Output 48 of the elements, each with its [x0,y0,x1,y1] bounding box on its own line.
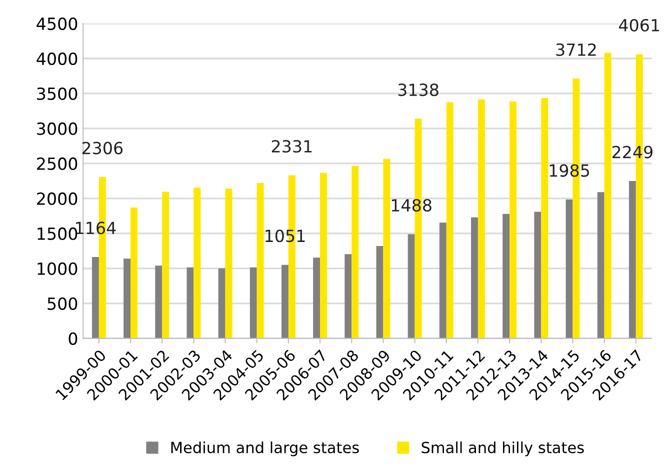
data-label: 2331 [272,140,312,153]
y-tick-label: 2000 [37,192,78,206]
bar [471,217,478,338]
y-tick-label: 0 [68,332,78,345]
bar [383,158,390,338]
bar [130,208,138,338]
bar [502,214,510,338]
bar [478,99,485,338]
bar [376,246,384,338]
bar [155,266,162,338]
bar [352,166,359,338]
data-label: 2306 [82,142,123,154]
data-label: 3138 [398,84,438,96]
y-tick-label: 500 [48,297,78,310]
bar [194,188,201,338]
bar [439,222,446,338]
bar [124,258,131,338]
y-tick-label: 4000 [36,52,78,66]
legend-label: Small and hilly states [422,441,584,456]
bar [250,267,257,338]
y-tick-label: 2500 [37,157,78,170]
bar [320,172,327,338]
y-tick-label: 4500 [36,17,78,30]
bar [446,102,454,338]
bar [281,264,288,338]
data-label: 3712 [556,43,596,56]
bar [218,268,226,338]
bar [534,212,542,338]
y-tick-label: 1500 [38,227,78,240]
y-tick-label: 1000 [38,262,78,275]
bar [186,267,194,338]
bar [566,199,573,338]
bar [628,181,636,338]
bar [225,188,232,338]
y-tick-label: 3500 [37,87,78,100]
bar [604,52,612,338]
bar [344,254,352,338]
bar [92,256,99,338]
bar [597,192,604,338]
bar [408,234,415,338]
legend-label: Medium and large states [171,441,359,456]
bar [541,98,548,338]
data-label: 4061 [618,18,660,32]
bar [313,258,320,338]
bar [510,102,517,338]
y-tick-label: 3000 [37,122,78,136]
bar [162,192,170,338]
bar [256,183,264,338]
